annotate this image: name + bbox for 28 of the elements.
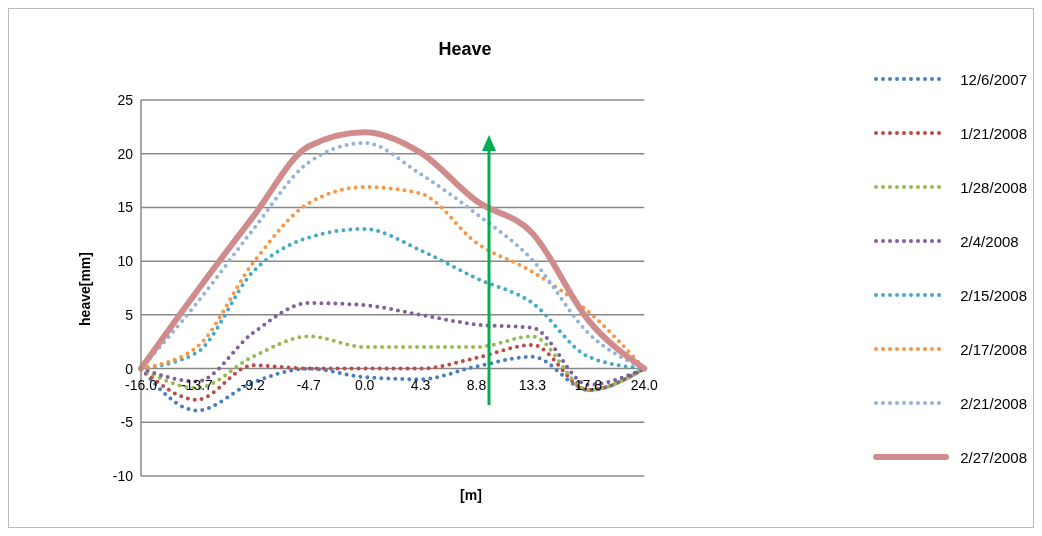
x-tick-label: 24.0 (630, 377, 659, 393)
legend-label: 12/6/2007 (960, 70, 1027, 88)
y-tick-label: -10 (112, 467, 134, 484)
legend-label: 1/28/2008 (960, 178, 1027, 196)
x-tick-label: 0.0 (354, 377, 375, 393)
x-tick-label: -16.0 (125, 377, 158, 393)
y-tick-label: -5 (120, 414, 134, 431)
y-tick-label: 5 (125, 306, 134, 323)
x-tick-label: 4.3 (410, 377, 431, 393)
legend-label: 2/27/2008 (960, 448, 1027, 466)
legend-label: 2/4/2008 (960, 232, 1019, 250)
legend-label: 2/21/2008 (960, 394, 1027, 412)
legend-label: 2/15/2008 (960, 286, 1027, 304)
y-tick-label: 25 (117, 91, 134, 108)
y-tick-label: 15 (117, 199, 134, 216)
y-tick-label: 0 (125, 360, 134, 377)
x-tick-label: -4.7 (296, 377, 322, 393)
x-tick-label: -13.7 (180, 377, 214, 393)
x-tick-label: 13.3 (518, 377, 547, 393)
x-tick-label: -9.2 (240, 377, 266, 393)
y-tick-label: 20 (117, 145, 134, 162)
legend-label: 2/17/2008 (960, 340, 1027, 358)
x-tick-label: 8.8 (466, 377, 487, 393)
x-axis-title: [m] (459, 487, 483, 503)
y-axis-title: heave[mm] (77, 252, 93, 326)
y-tick-label: 10 (117, 253, 134, 270)
legend-label: 1/21/2008 (960, 124, 1027, 142)
chart-title: Heave (437, 39, 493, 60)
